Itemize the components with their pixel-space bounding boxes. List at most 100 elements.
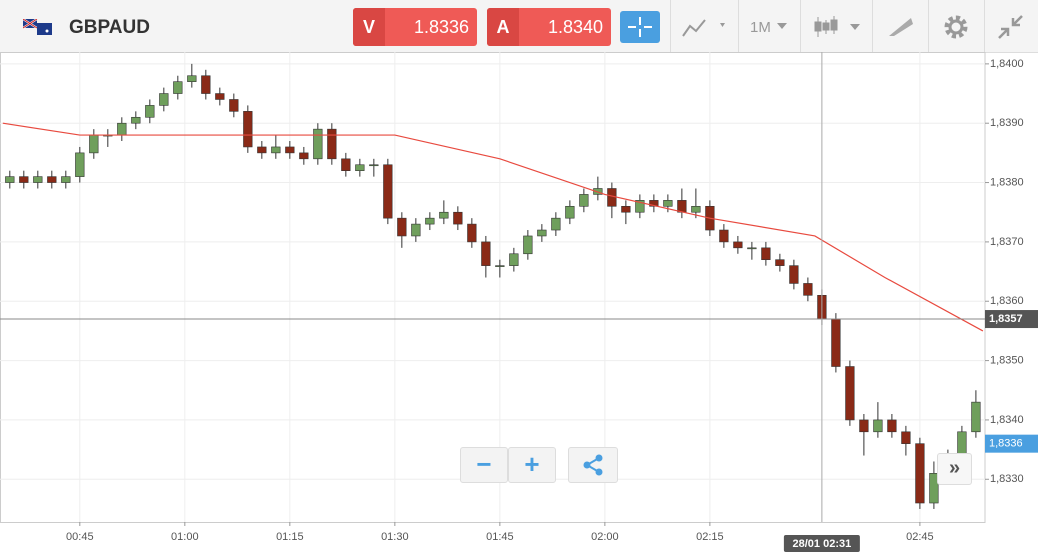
y-tick-label: 1,8390 bbox=[990, 117, 1024, 129]
scroll-end-button[interactable]: » bbox=[937, 453, 972, 485]
candle bbox=[593, 176, 603, 201]
candle bbox=[453, 206, 463, 231]
x-tick-label: 01:00 bbox=[171, 531, 199, 543]
candle bbox=[117, 117, 127, 142]
candle bbox=[887, 413, 897, 438]
y-tick-label: 1,8370 bbox=[990, 236, 1024, 248]
candle-body bbox=[411, 223, 421, 237]
candle bbox=[565, 200, 575, 225]
candle-body bbox=[607, 188, 617, 207]
candle bbox=[635, 194, 645, 219]
separator bbox=[928, 0, 929, 52]
candle-body bbox=[789, 265, 799, 284]
candle bbox=[775, 253, 785, 272]
candle-body bbox=[663, 200, 673, 207]
candle bbox=[495, 259, 505, 278]
candle-body bbox=[579, 194, 589, 207]
candle bbox=[971, 390, 981, 438]
share-button[interactable] bbox=[568, 447, 618, 483]
x-tick-label: 02:15 bbox=[696, 531, 724, 543]
candle bbox=[103, 129, 113, 147]
crosshair-button[interactable] bbox=[620, 11, 660, 43]
candle bbox=[551, 212, 561, 236]
buy-button[interactable]: A 1.8340 bbox=[487, 8, 611, 46]
separator bbox=[984, 0, 985, 52]
candle-body bbox=[509, 253, 519, 266]
timeframe-button[interactable]: 1M bbox=[750, 19, 771, 36]
x-tick-label: 02:45 bbox=[906, 531, 934, 543]
candle-body bbox=[355, 164, 365, 171]
separator bbox=[670, 0, 671, 52]
candle-body bbox=[299, 152, 309, 160]
separator bbox=[872, 0, 873, 52]
candle bbox=[89, 129, 99, 159]
candle-body bbox=[649, 200, 659, 207]
candle bbox=[5, 170, 15, 189]
candle bbox=[537, 224, 547, 242]
candle-body bbox=[761, 247, 771, 261]
candle bbox=[789, 259, 799, 290]
candle-body bbox=[243, 111, 253, 148]
candle-body bbox=[635, 200, 645, 213]
candle-body bbox=[33, 176, 43, 183]
zoom-in-button[interactable]: + bbox=[508, 447, 556, 483]
candle-body bbox=[313, 128, 323, 160]
plot-border bbox=[0, 52, 986, 523]
candle-body bbox=[719, 229, 729, 243]
candle-body bbox=[285, 146, 295, 154]
zoom-out-button[interactable]: − bbox=[460, 447, 508, 483]
ask-price: 1.8340 bbox=[547, 17, 603, 37]
candle-body bbox=[831, 318, 841, 367]
crosshair-x-label: 28/01 02:31 bbox=[793, 538, 852, 550]
candle bbox=[607, 182, 617, 219]
crosshair-y-label: 1,8357 bbox=[989, 313, 1023, 325]
candle-body bbox=[915, 443, 925, 504]
candle bbox=[159, 87, 169, 112]
candle-body bbox=[425, 217, 435, 225]
candle bbox=[215, 87, 225, 106]
candle-body bbox=[257, 146, 267, 154]
candle bbox=[803, 277, 813, 302]
chart-type-button[interactable] bbox=[680, 14, 730, 40]
candle bbox=[621, 200, 631, 225]
candle bbox=[677, 188, 687, 219]
candle bbox=[425, 212, 435, 231]
settings-button[interactable] bbox=[942, 14, 970, 40]
candle-body bbox=[957, 431, 967, 456]
chart: 1,8330 1,8340 1,8350 1,8360 1,8370 1,8380 1,83… bbox=[0, 52, 1038, 552]
candle bbox=[831, 313, 841, 373]
x-tick-label: 02:00 bbox=[591, 531, 619, 543]
candle-body bbox=[523, 235, 533, 255]
collapse-button[interactable] bbox=[996, 14, 1026, 40]
draw-button[interactable] bbox=[886, 14, 916, 40]
candle bbox=[201, 69, 211, 100]
candle-body bbox=[495, 265, 505, 267]
candle bbox=[285, 141, 295, 159]
candle bbox=[439, 200, 449, 225]
candle bbox=[859, 413, 869, 456]
y-tick-label: 1,8360 bbox=[990, 295, 1024, 307]
candle-body bbox=[341, 158, 351, 171]
crosshair-y-box bbox=[985, 310, 1038, 329]
candle-body bbox=[929, 473, 939, 504]
flag-icon bbox=[23, 19, 52, 35]
candle-body bbox=[747, 247, 757, 250]
candle bbox=[761, 241, 771, 266]
candle-body bbox=[383, 164, 393, 219]
candle-body bbox=[873, 419, 883, 433]
candle-body bbox=[901, 431, 911, 444]
candle-body bbox=[187, 75, 197, 82]
sell-button[interactable]: V 1.8336 bbox=[353, 8, 477, 46]
candle bbox=[523, 230, 533, 260]
candle-body bbox=[397, 217, 407, 237]
candle bbox=[243, 105, 253, 153]
candle-body bbox=[971, 401, 981, 433]
buy-label: A bbox=[487, 8, 519, 46]
candle-type-button[interactable] bbox=[812, 14, 862, 40]
candle bbox=[747, 241, 757, 260]
candle bbox=[873, 402, 883, 438]
candle bbox=[257, 141, 267, 159]
candle-body bbox=[75, 152, 85, 177]
separator bbox=[800, 0, 801, 52]
